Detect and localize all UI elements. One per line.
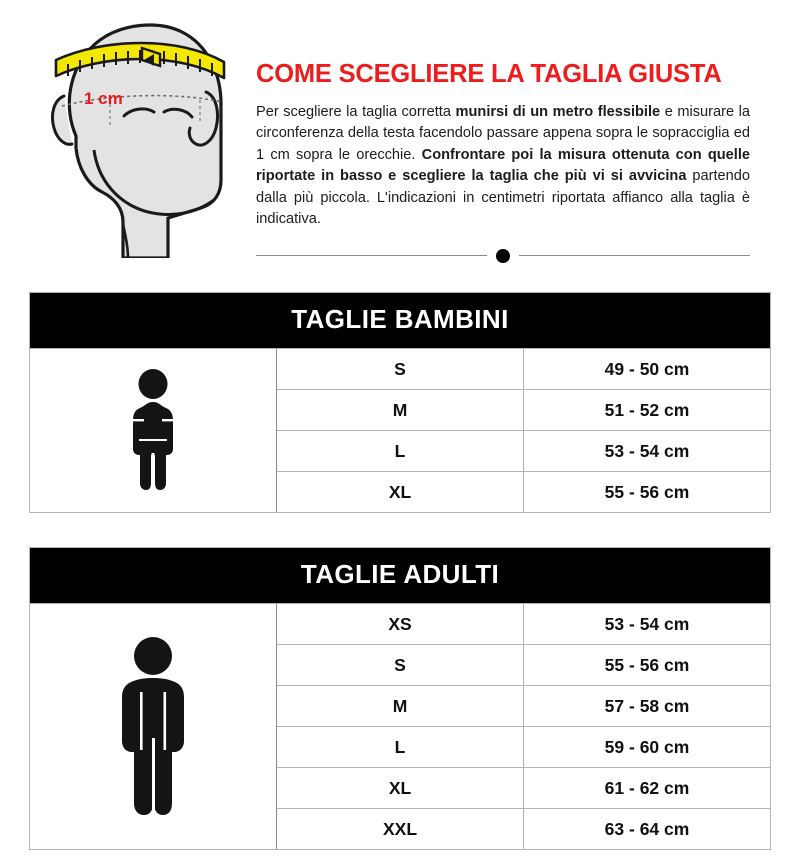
divider-line-left (256, 255, 487, 257)
size-label: M (276, 389, 524, 431)
table-row: S 49 - 50 cm (29, 348, 771, 513)
size-label: S (276, 348, 524, 390)
table-row: L 59 - 60 cm (30, 726, 771, 768)
size-label: S (276, 644, 524, 686)
decorative-divider (256, 248, 750, 263)
table-row: S 55 - 56 cm (30, 644, 771, 686)
intro-text-1: Per scegliere la taglia corretta (256, 104, 456, 121)
size-label: L (276, 726, 524, 768)
intro-text-2: e misurare la circonferenza della testa … (256, 104, 751, 163)
intro-bold-2: Confrontare poi la misura ottenuta con q… (256, 146, 750, 185)
intro-text-block: COME SCEGLIERE LA TAGLIA GIUSTA Per sceg… (244, 8, 800, 263)
head-measurement-illustration: 1 cm (0, 8, 244, 258)
head-diagram-icon: 1 cm (50, 23, 226, 258)
size-label: XL (276, 471, 524, 513)
table-row: XS 53 - 54 cm (29, 603, 771, 850)
size-measurement: 55 - 56 cm (523, 471, 771, 513)
tape-measure-label: 1 cm (84, 89, 123, 108)
size-measurement: 63 - 64 cm (523, 808, 771, 850)
size-measurement: 51 - 52 cm (523, 389, 771, 431)
size-label: XL (276, 767, 524, 809)
size-table-children: TAGLIE BAMBINI (29, 292, 771, 513)
table-row: XXL 63 - 64 cm (30, 808, 771, 850)
table-header-row: TAGLIE BAMBINI (29, 292, 771, 349)
size-measurement: 53 - 54 cm (523, 603, 771, 645)
size-measurement: 55 - 56 cm (523, 644, 771, 686)
size-measurement: 59 - 60 cm (523, 726, 771, 768)
table-row: L 53 - 54 cm (30, 430, 771, 472)
page-title: COME SCEGLIERE LA TAGLIA GIUSTA (256, 60, 722, 88)
divider-dot-icon (496, 248, 510, 263)
child-pictogram-icon (133, 368, 173, 490)
intro-section: 1 cm COME SCEGLIERE LA TAGLIA GIUSTA Per… (0, 0, 800, 270)
size-label: L (276, 430, 524, 472)
adult-pictogram-icon (122, 636, 184, 815)
child-pictogram-cell (29, 348, 277, 513)
size-measurement: 61 - 62 cm (523, 767, 771, 809)
table-row: M 51 - 52 cm (30, 389, 771, 431)
divider-line-right (519, 255, 750, 257)
size-label: M (276, 685, 524, 727)
table-title-adults: TAGLIE ADULTI (29, 547, 771, 604)
table-header-row: TAGLIE ADULTI (29, 547, 771, 604)
size-measurement: 49 - 50 cm (523, 348, 771, 390)
size-measurement: 57 - 58 cm (523, 685, 771, 727)
size-label: XS (276, 603, 524, 645)
intro-bold-1: munirsi di un metro flessibile (455, 104, 661, 121)
size-label: XXL (276, 808, 524, 850)
table-row: XL 55 - 56 cm (30, 471, 771, 513)
adult-pictogram-cell (29, 603, 277, 850)
table-title-children: TAGLIE BAMBINI (29, 292, 771, 349)
table-row: XL 61 - 62 cm (30, 767, 771, 809)
size-measurement: 53 - 54 cm (523, 430, 771, 472)
size-table-adults: TAGLIE ADULTI (29, 547, 771, 850)
intro-text-3: partendo dalla più piccola. L'indicazion… (256, 168, 750, 228)
intro-paragraph: Per scegliere la taglia corretta munirsi… (256, 102, 750, 231)
